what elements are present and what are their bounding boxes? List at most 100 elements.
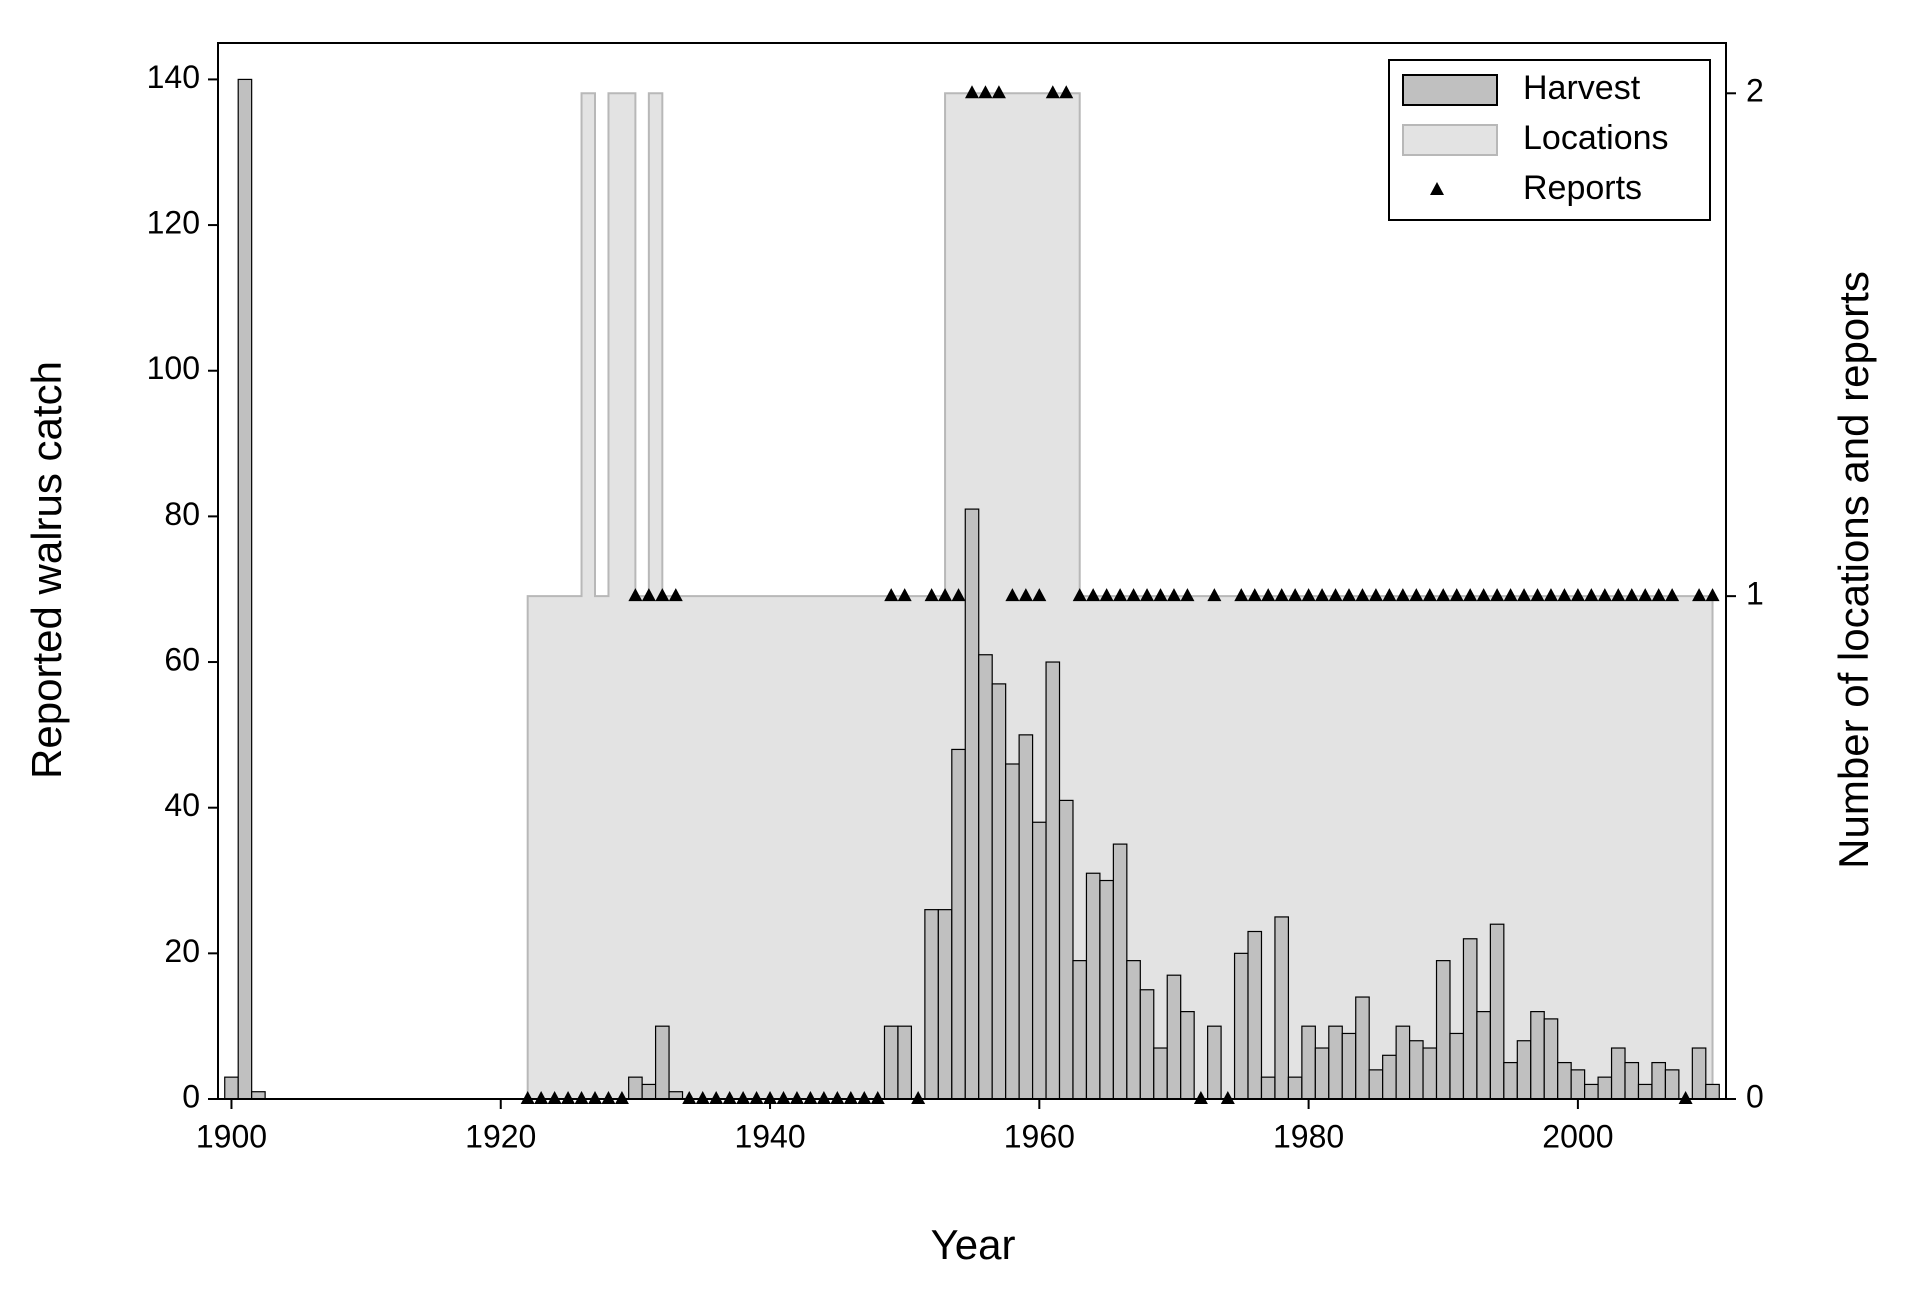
report-marker: [520, 1091, 535, 1104]
harvest-bar: [1287, 1076, 1303, 1100]
report-marker: [1449, 588, 1464, 602]
x-tick-label: 1940: [734, 1118, 805, 1154]
x-tick-label: 1920: [465, 1118, 536, 1154]
report-marker: [1045, 85, 1060, 99]
report-marker: [1301, 588, 1316, 602]
harvest-bar: [1664, 1069, 1680, 1100]
harvest-bar: [251, 1091, 266, 1100]
report-marker: [830, 1091, 845, 1104]
y-tick-label: 60: [164, 641, 200, 677]
harvest-bar: [224, 1076, 239, 1100]
report-marker: [1005, 588, 1020, 602]
report-marker: [803, 1091, 818, 1104]
harvest-bar: [1691, 1047, 1707, 1100]
legend-swatch: [1402, 74, 1498, 106]
report-marker: [1665, 588, 1680, 602]
report-marker: [1288, 588, 1303, 602]
report-marker: [1342, 588, 1356, 602]
report-marker: [1355, 588, 1370, 602]
y2-axis-title: Number of locations and reports: [1830, 271, 1877, 869]
report-marker: [789, 1091, 804, 1104]
harvest-bar: [1207, 1025, 1222, 1100]
report-marker: [1153, 588, 1168, 602]
report-marker: [695, 1091, 710, 1104]
report-marker: [816, 1091, 831, 1104]
harvest-bar: [654, 1025, 670, 1100]
harvest-bar: [1476, 1011, 1491, 1100]
report-marker: [561, 1091, 576, 1104]
harvest-bar: [1651, 1061, 1667, 1100]
harvest-bar: [1543, 1018, 1559, 1100]
report-marker: [655, 588, 670, 602]
report-marker: [1463, 588, 1478, 602]
report-marker: [1503, 588, 1518, 602]
harvest-bar: [1005, 763, 1020, 1100]
y-axis-title: Reported walrus catch: [23, 361, 70, 779]
harvest-bar: [1233, 952, 1249, 1100]
report-marker: [884, 588, 899, 602]
report-marker: [1530, 588, 1545, 602]
harvest-bar: [1610, 1047, 1626, 1100]
report-marker: [951, 588, 966, 602]
report-marker: [776, 1091, 791, 1104]
report-marker: [938, 588, 953, 602]
report-marker: [534, 1091, 549, 1104]
report-marker: [1395, 588, 1410, 602]
harvest-bar: [1180, 1011, 1195, 1100]
y-tick-label: 20: [164, 933, 200, 969]
harvest-bar: [937, 909, 953, 1100]
report-marker: [924, 588, 939, 602]
report-marker: [1072, 588, 1087, 602]
y-tick-label: 100: [147, 350, 200, 386]
harvest-bar: [1355, 996, 1370, 1100]
legend-label: Harvest: [1523, 69, 1641, 107]
legend-label: Reports: [1523, 169, 1642, 207]
report-marker: [682, 1091, 697, 1104]
report-marker: [991, 85, 1006, 99]
report-marker: [1624, 588, 1639, 602]
harvest-bar: [1584, 1083, 1599, 1100]
harvest-bar: [924, 909, 939, 1100]
report-marker: [1543, 588, 1558, 602]
report-marker: [601, 1091, 616, 1104]
report-marker: [1220, 1091, 1235, 1104]
report-marker: [1422, 588, 1437, 602]
report-marker: [1207, 588, 1222, 602]
y-tick-label: 0: [182, 1078, 200, 1114]
harvest-bar: [1449, 1032, 1465, 1100]
report-marker: [1638, 588, 1653, 602]
locations-area: [526, 92, 1714, 1100]
report-marker: [1597, 588, 1612, 602]
legend-swatch: [1402, 124, 1498, 156]
y2-tick-label: 2: [1746, 73, 1764, 109]
y2-tick-label: 1: [1746, 576, 1764, 612]
x-axis-title: Year: [931, 1221, 1016, 1268]
harvest-bar: [897, 1025, 913, 1100]
harvest-bar: [1018, 734, 1034, 1100]
report-marker: [911, 1091, 926, 1104]
report-marker: [1113, 588, 1128, 602]
harvest-bar: [1166, 974, 1182, 1100]
harvest-bar: [237, 78, 253, 1100]
y-tick-label: 80: [164, 496, 200, 532]
harvest-bar: [1031, 821, 1047, 1100]
report-marker: [1678, 1091, 1693, 1104]
harvest-bar: [1247, 930, 1263, 1100]
harvest-bar: [1557, 1061, 1572, 1100]
report-marker: [1099, 588, 1114, 602]
report-marker: [588, 1091, 602, 1104]
report-marker: [574, 1091, 589, 1104]
report-marker: [978, 85, 993, 99]
harvest-bar: [964, 508, 980, 1100]
report-marker: [1584, 588, 1599, 602]
report-marker: [1261, 588, 1276, 602]
report-marker: [1490, 588, 1505, 602]
harvest-bar: [1126, 960, 1141, 1100]
report-marker: [1315, 588, 1330, 602]
report-marker: [1611, 588, 1626, 602]
harvest-bar: [1530, 1011, 1545, 1100]
harvest-bar: [1314, 1047, 1330, 1100]
report-marker: [1476, 588, 1491, 602]
harvest-bar: [1260, 1076, 1276, 1100]
report-marker: [1557, 588, 1572, 602]
